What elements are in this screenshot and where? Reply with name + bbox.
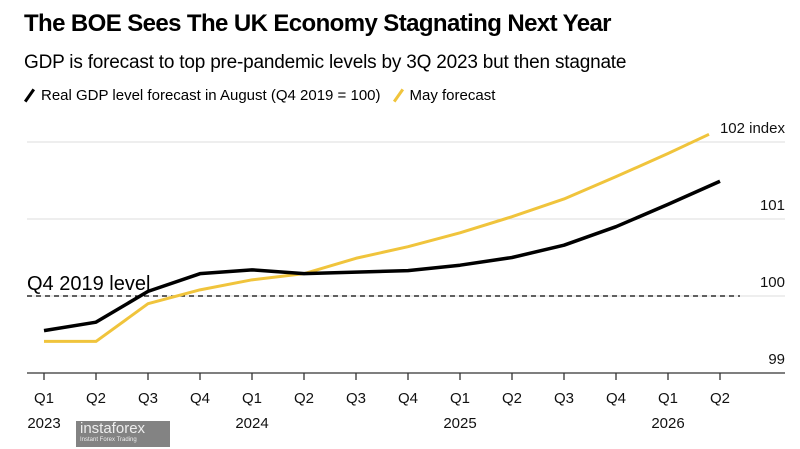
x-tick-label: Q1	[34, 390, 54, 407]
chart-title: The BOE Sees The UK Economy Stagnating N…	[24, 10, 612, 37]
x-tick-label: Q3	[554, 390, 574, 407]
series-line-august	[43, 179, 721, 333]
x-tick-label: Q3	[346, 390, 366, 407]
y-tick-label: 101	[760, 197, 785, 214]
legend-item-may: May forecast	[392, 87, 496, 104]
x-tick-label: Q4	[190, 390, 210, 407]
x-year-label: 2023	[27, 415, 60, 432]
x-tick-label: Q1	[242, 390, 262, 407]
watermark-brand: instaforex	[80, 420, 146, 437]
x-tick-label: Q2	[502, 390, 522, 407]
x-tick-label: Q1	[658, 390, 678, 407]
chart-subtitle: GDP is forecast to top pre-pandemic leve…	[24, 52, 627, 73]
y-tick-label: 99	[768, 351, 785, 368]
x-tick-label: Q4	[398, 390, 418, 407]
y-tick-label: 100	[760, 274, 785, 291]
watermark-logo: instaforex Instant Forex Trading	[76, 421, 170, 447]
x-year-label: 2025	[443, 415, 476, 432]
legend: Real GDP level forecast in August (Q4 20…	[23, 87, 507, 104]
x-tick-label: Q2	[710, 390, 730, 407]
x-tick-label: Q4	[606, 390, 626, 407]
legend-item-august: Real GDP level forecast in August (Q4 20…	[23, 87, 381, 104]
legend-label: Real GDP level forecast in August (Q4 20…	[41, 87, 381, 104]
x-year-label: 2024	[235, 415, 268, 432]
x-tick-label: Q1	[450, 390, 470, 407]
x-tick-label: Q2	[86, 390, 106, 407]
reference-line-label: Q4 2019 level	[27, 273, 150, 295]
legend-label: May forecast	[409, 87, 496, 104]
x-tick-label: Q2	[294, 390, 314, 407]
y-tick-label: 102 index	[720, 120, 786, 137]
x-tick-label: Q3	[138, 390, 158, 407]
watermark-tagline: Instant Forex Trading	[80, 437, 137, 443]
x-year-label: 2026	[651, 415, 684, 432]
series-line-may	[44, 132, 710, 343]
